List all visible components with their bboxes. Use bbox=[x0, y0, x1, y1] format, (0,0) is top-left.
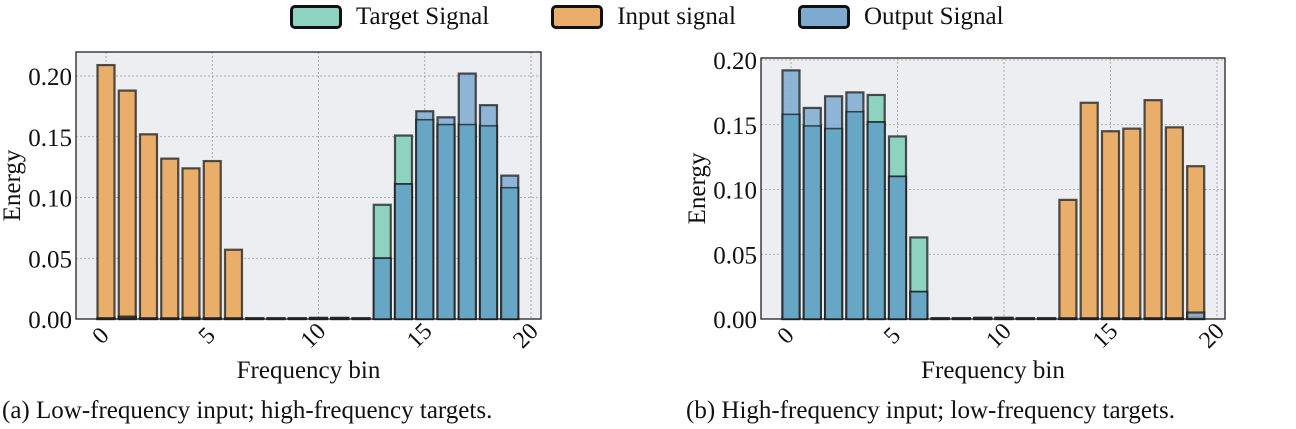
bar-overlap bbox=[804, 126, 820, 319]
bar-input bbox=[1058, 198, 1078, 321]
bar-input bbox=[1143, 99, 1163, 321]
bar-output bbox=[1186, 311, 1206, 321]
bar-input bbox=[1100, 130, 1121, 321]
y-axis-label: Energy bbox=[684, 152, 711, 224]
axes-frame bbox=[760, 57, 1226, 320]
bar-overlap bbox=[438, 124, 454, 319]
plot-area bbox=[75, 51, 542, 321]
axes-frame bbox=[75, 51, 542, 320]
caption-b: (b) High-frequency input; low-frequency … bbox=[686, 397, 1175, 424]
x-tick-label: 5 bbox=[879, 323, 906, 350]
y-tick-label: 0.15 bbox=[713, 113, 757, 140]
bar-overlap bbox=[868, 122, 884, 319]
y-tick-label: 0.15 bbox=[28, 125, 72, 152]
legend: Target Signal Input signal Output Signal bbox=[290, 0, 1004, 34]
legend-item-output: Output Signal bbox=[797, 2, 1004, 32]
bar-overlap bbox=[417, 119, 433, 320]
y-tick-label: 0.05 bbox=[28, 246, 72, 273]
y-tick-label: 0.00 bbox=[28, 307, 72, 334]
legend-swatch-target bbox=[290, 5, 342, 29]
y-axis-label: Energy bbox=[0, 149, 26, 221]
bar-overlap bbox=[911, 291, 927, 319]
bar-overlap bbox=[783, 114, 799, 319]
y-tick-label: 0.05 bbox=[713, 242, 757, 269]
bar-overlap bbox=[889, 176, 906, 319]
bar-input bbox=[1122, 127, 1142, 321]
x-tick-label: 0 bbox=[773, 323, 800, 350]
x-axis-label: Frequency bin bbox=[237, 357, 381, 384]
bar-overlap bbox=[847, 111, 863, 319]
bar-input bbox=[1164, 126, 1185, 321]
x-axis-label: Frequency bin bbox=[921, 357, 1065, 384]
x-tick-label: 10 bbox=[981, 318, 1016, 353]
x-tick-label: 20 bbox=[1194, 318, 1229, 353]
plot-area bbox=[760, 57, 1226, 321]
bar-input bbox=[1186, 165, 1206, 321]
y-tick-label: 0.00 bbox=[713, 307, 757, 334]
y-tick-label: 0.10 bbox=[28, 186, 72, 213]
y-tick-label: 0.10 bbox=[713, 178, 757, 205]
bar-overlap bbox=[481, 125, 496, 319]
legend-item-target: Target Signal bbox=[290, 2, 489, 32]
y-tick-label: 0.20 bbox=[28, 64, 72, 91]
bar-overlap bbox=[502, 187, 518, 319]
bar-overlap bbox=[374, 258, 390, 319]
bar-overlap bbox=[459, 124, 475, 319]
legend-label-target: Target Signal bbox=[356, 3, 490, 30]
x-tick-label: 15 bbox=[1088, 318, 1123, 353]
caption-a: (a) Low-frequency input; high-frequency … bbox=[2, 397, 493, 424]
legend-label-input: Input signal bbox=[617, 3, 736, 30]
bar-input bbox=[1079, 101, 1099, 321]
legend-swatch-output bbox=[797, 5, 850, 29]
y-tick-label: 0.20 bbox=[713, 48, 757, 75]
legend-label-output: Output Signal bbox=[863, 3, 1004, 30]
legend-swatch-input bbox=[551, 5, 604, 29]
legend-item-input: Input signal bbox=[551, 2, 736, 32]
bar-overlap bbox=[396, 184, 411, 319]
bar-overlap bbox=[826, 128, 842, 319]
